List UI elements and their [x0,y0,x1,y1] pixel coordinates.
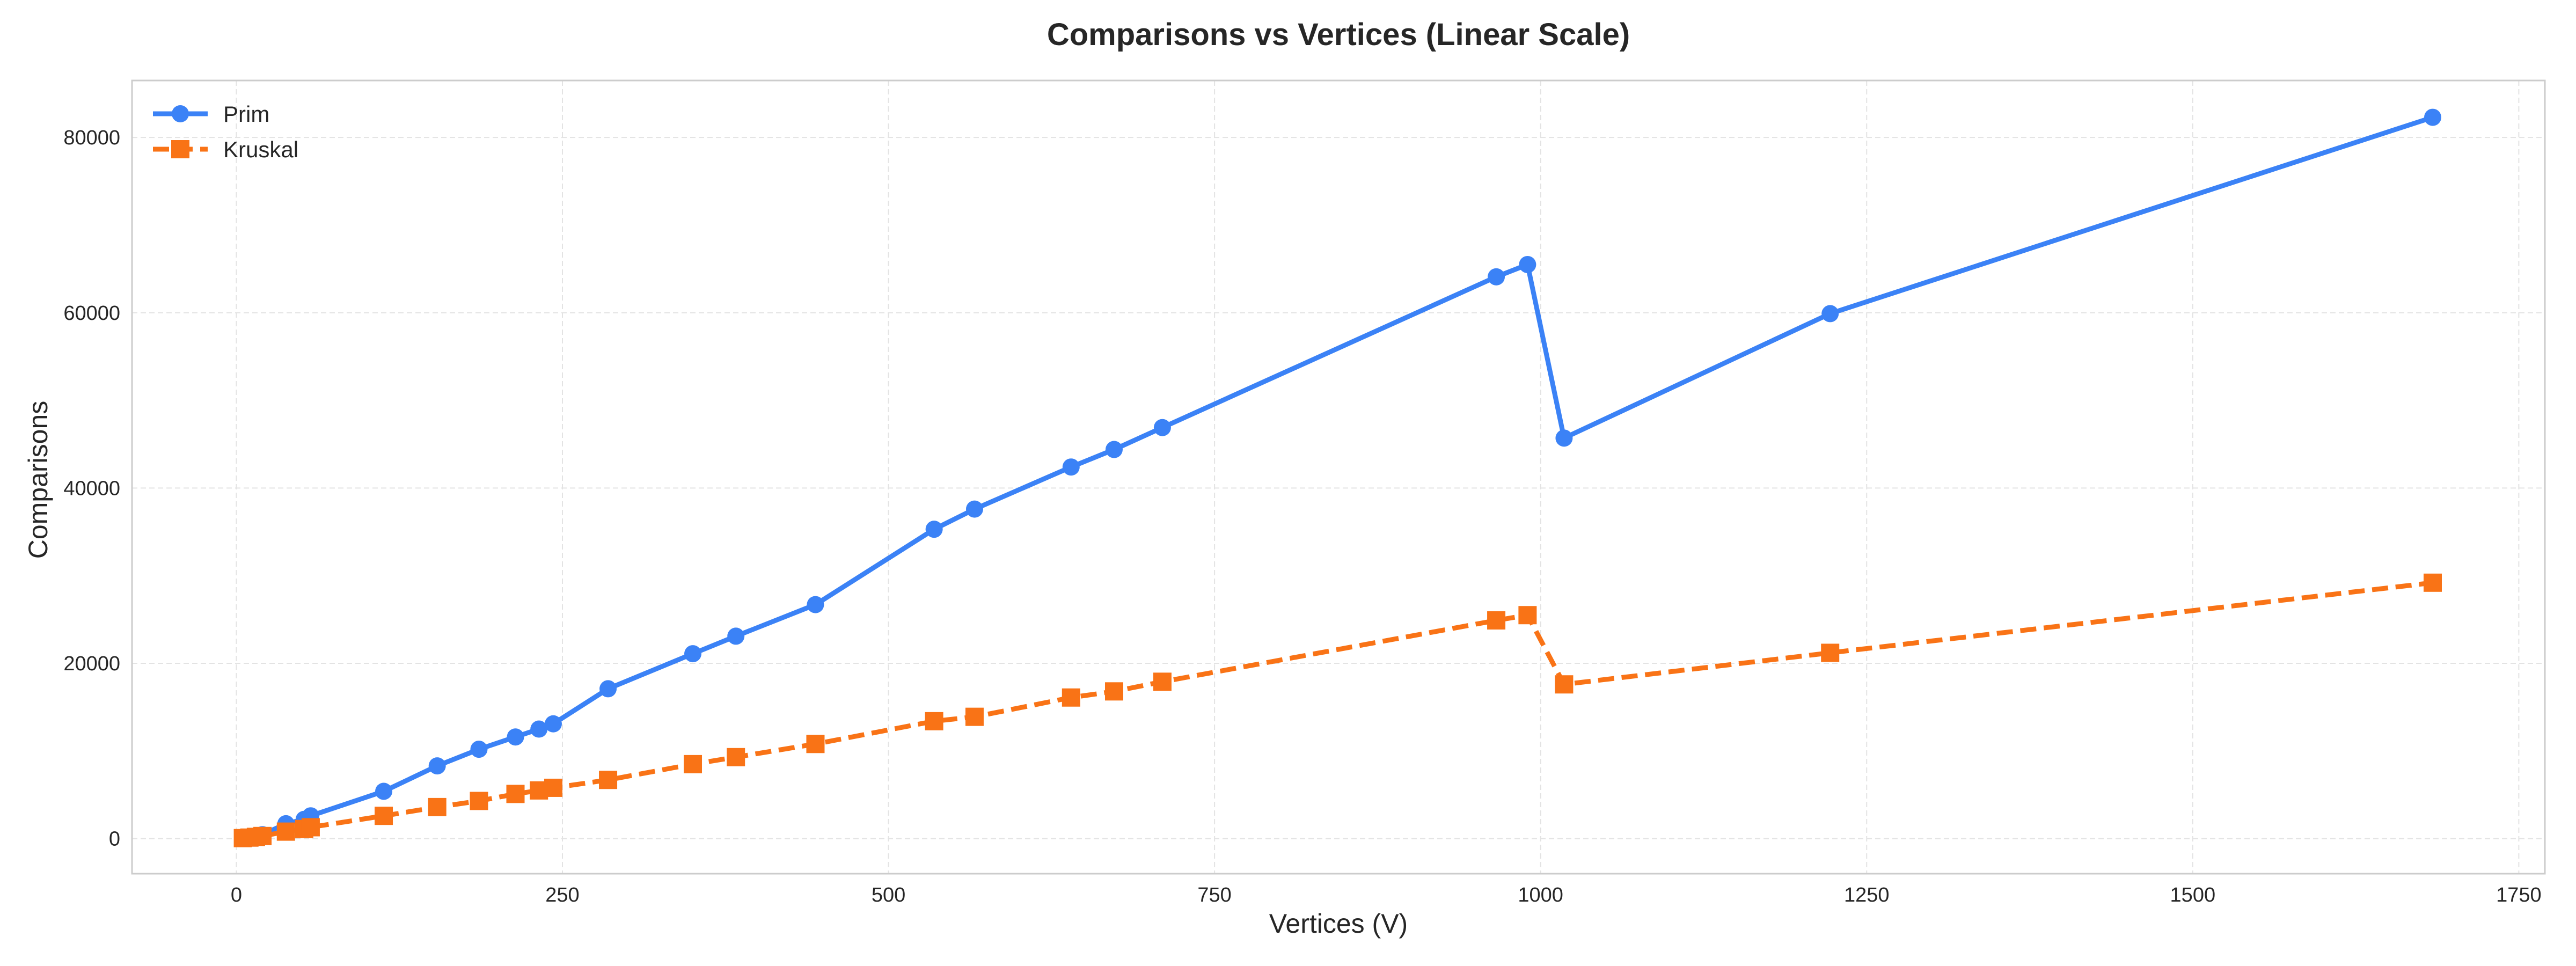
data-point-kruskal-10 [506,785,525,803]
data-point-prim-16 [807,596,824,613]
grid-lines [132,80,2545,874]
series-kruskal [233,573,2442,847]
y-tick-label-3: 60000 [63,302,120,325]
data-point-prim-7 [375,782,393,800]
data-point-kruskal-21 [1153,672,1172,691]
data-point-prim-8 [428,757,446,775]
data-point-prim-24 [1555,429,1573,447]
y-axis-label: Comparisons [23,401,53,559]
data-point-kruskal-25 [1821,643,1840,662]
data-point-prim-20 [1105,441,1123,458]
legend-marker-kruskal [171,140,189,158]
legend-label-kruskal: Kruskal [223,137,298,162]
data-point-prim-22 [1488,268,1505,286]
data-point-kruskal-7 [375,807,393,825]
data-point-kruskal-18 [965,707,984,726]
series-layer [233,108,2442,847]
data-point-prim-13 [599,680,617,698]
data-point-prim-21 [1153,419,1171,436]
x-tick-label-5: 1250 [1844,884,1890,906]
data-point-kruskal-4 [276,822,295,841]
x-tick-label-7: 1750 [2496,884,2542,906]
data-point-kruskal-26 [2423,573,2442,592]
data-point-kruskal-19 [1062,688,1080,707]
data-point-prim-10 [507,728,524,746]
plot-frame [131,79,2546,875]
data-point-kruskal-24 [1555,675,1574,694]
chart-title: Comparisons vs Vertices (Linear Scale) [1047,17,1630,52]
data-point-kruskal-3 [253,826,272,845]
x-tick-label-4: 1000 [1518,884,1563,906]
data-point-kruskal-17 [925,712,943,730]
data-point-kruskal-22 [1487,611,1506,630]
x-tick-label-3: 750 [1197,884,1231,906]
series-prim [234,108,2441,847]
legend-label-prim: Prim [223,101,269,127]
data-point-prim-18 [965,500,983,518]
x-tick-label-0: 0 [231,884,242,906]
data-point-prim-12 [544,715,562,733]
plot-area [131,79,2546,875]
y-tick-label-1: 20000 [63,653,120,675]
y-tick-label-2: 40000 [63,477,120,500]
y-tick-label-0: 0 [109,828,120,851]
data-point-prim-26 [2424,108,2441,126]
tick-labels: 0 250 500 750 1000 1250 1500 1750 0 20000 40000 600… [63,127,2541,906]
legend-item-prim: Prim [153,101,269,127]
y-tick-label-4: 80000 [63,127,120,149]
x-axis-label: Vertices (V) [1269,909,1408,939]
legend-marker-prim [172,105,189,122]
data-point-kruskal-16 [806,735,825,753]
data-point-kruskal-13 [599,771,618,789]
data-point-prim-9 [470,741,488,758]
x-tick-label-2: 500 [872,884,905,906]
data-point-prim-23 [1519,255,1536,273]
data-point-kruskal-14 [684,755,702,773]
x-tick-label-1: 250 [545,884,579,906]
data-point-prim-15 [727,627,745,645]
data-point-prim-14 [684,645,702,663]
data-point-kruskal-6 [301,818,320,837]
data-point-prim-11 [530,720,548,738]
data-point-kruskal-9 [470,792,488,810]
data-point-kruskal-23 [1518,606,1537,625]
data-point-prim-25 [1821,305,1839,323]
data-point-prim-19 [1062,458,1080,476]
x-tick-label-6: 1500 [2170,884,2216,906]
data-point-kruskal-8 [428,797,447,816]
data-point-kruskal-15 [727,748,745,766]
data-point-prim-17 [925,521,943,538]
data-point-kruskal-20 [1104,682,1123,701]
legend: Prim Kruskal [153,101,298,162]
data-point-kruskal-12 [544,778,562,797]
legend-item-kruskal: Kruskal [153,137,298,162]
